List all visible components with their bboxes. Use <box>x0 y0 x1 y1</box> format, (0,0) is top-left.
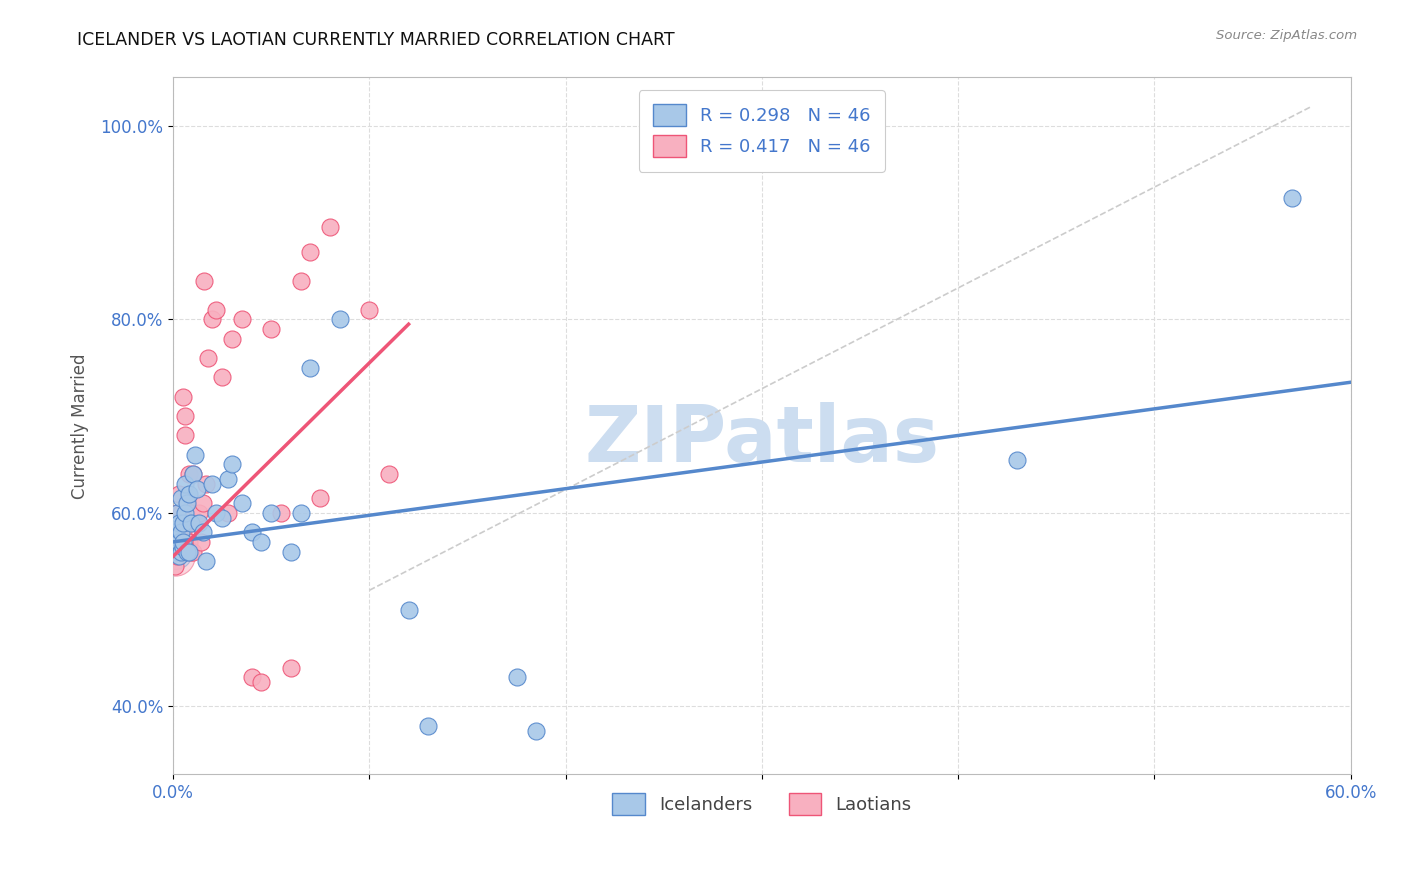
Point <box>359 302 381 317</box>
Point <box>167 535 190 549</box>
Point <box>173 476 195 491</box>
Point <box>163 559 186 574</box>
Point <box>195 476 218 491</box>
Text: ICELANDER VS LAOTIAN CURRENTLY MARRIED CORRELATION CHART: ICELANDER VS LAOTIAN CURRENTLY MARRIED C… <box>77 31 675 49</box>
Point <box>193 274 215 288</box>
Point <box>418 719 440 733</box>
Legend: Icelanders, Laotians: Icelanders, Laotians <box>603 784 921 824</box>
Point <box>217 472 239 486</box>
Point <box>166 506 188 520</box>
Text: ZIPatlas: ZIPatlas <box>585 401 939 478</box>
Point <box>163 535 186 549</box>
Point <box>167 516 190 530</box>
Point <box>167 525 190 540</box>
Point <box>197 351 219 365</box>
Point <box>240 670 263 684</box>
Point <box>180 544 202 558</box>
Point <box>163 549 186 564</box>
Point <box>183 448 205 462</box>
Point <box>378 467 401 482</box>
Point <box>172 540 194 554</box>
Point <box>172 525 194 540</box>
Point <box>163 540 186 554</box>
Point <box>177 467 200 482</box>
Point <box>217 506 239 520</box>
Point <box>205 506 228 520</box>
Point <box>167 549 190 564</box>
Point <box>524 723 547 738</box>
Point <box>250 535 273 549</box>
Point <box>176 516 198 530</box>
Point <box>172 540 194 554</box>
Point <box>191 496 214 510</box>
Point <box>190 535 212 549</box>
Point <box>172 516 194 530</box>
Point <box>290 506 312 520</box>
Point <box>172 535 194 549</box>
Point <box>166 544 188 558</box>
Point <box>163 544 186 558</box>
Point <box>299 360 322 375</box>
Point <box>191 525 214 540</box>
Point <box>211 370 233 384</box>
Point <box>205 302 228 317</box>
Point <box>170 506 193 520</box>
Point <box>186 482 208 496</box>
Point <box>250 675 273 690</box>
Point <box>167 486 190 500</box>
Point <box>173 506 195 520</box>
Point <box>181 467 204 482</box>
Point <box>240 525 263 540</box>
Point <box>1281 191 1303 205</box>
Point <box>186 516 208 530</box>
Y-axis label: Currently Married: Currently Married <box>72 353 89 499</box>
Point <box>201 476 224 491</box>
Point <box>221 458 243 472</box>
Point <box>177 486 200 500</box>
Point <box>187 506 209 520</box>
Point <box>231 312 253 326</box>
Point <box>183 516 205 530</box>
Point <box>221 332 243 346</box>
Point <box>177 544 200 558</box>
Point <box>176 496 198 510</box>
Point <box>319 220 342 235</box>
Point <box>180 506 202 520</box>
Point <box>166 530 188 544</box>
Point <box>201 312 224 326</box>
Point <box>181 467 204 482</box>
Point <box>505 670 527 684</box>
Point <box>170 544 193 558</box>
Point <box>181 544 204 558</box>
Point <box>1005 452 1028 467</box>
Text: Source: ZipAtlas.com: Source: ZipAtlas.com <box>1216 29 1357 42</box>
Point <box>398 602 420 616</box>
Point <box>173 409 195 423</box>
Point <box>270 506 292 520</box>
Point <box>173 428 195 442</box>
Point <box>290 274 312 288</box>
Point <box>280 661 302 675</box>
Point <box>177 535 200 549</box>
Point <box>170 525 193 540</box>
Point <box>195 554 218 568</box>
Point <box>280 544 302 558</box>
Point <box>211 510 233 524</box>
Point <box>176 544 198 558</box>
Point <box>172 390 194 404</box>
Point <box>170 544 193 558</box>
Point <box>170 491 193 506</box>
Point <box>329 312 352 326</box>
Point <box>231 496 253 510</box>
Point <box>309 491 332 506</box>
Point <box>166 549 188 564</box>
Point <box>260 506 283 520</box>
Point <box>260 322 283 336</box>
Point <box>166 506 188 520</box>
Point <box>176 496 198 510</box>
Point <box>180 516 202 530</box>
Point <box>163 525 186 540</box>
Point <box>299 244 322 259</box>
Point <box>187 516 209 530</box>
